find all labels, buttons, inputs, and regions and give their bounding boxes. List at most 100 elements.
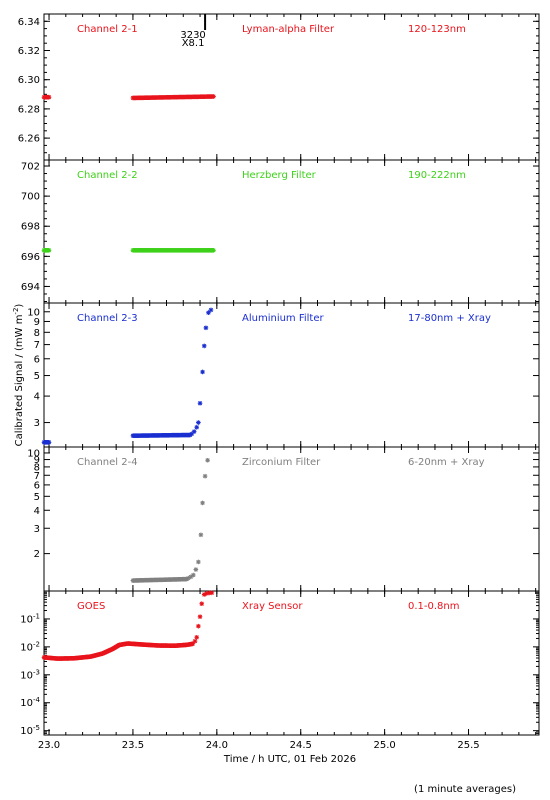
data-point <box>211 94 216 99</box>
panel-frame <box>43 446 540 592</box>
x-tick-label: 24.0 <box>206 740 228 751</box>
data-point <box>203 325 209 331</box>
filter-label: Xray Sensor <box>242 601 303 612</box>
y-tick-label: 6 <box>34 354 40 365</box>
footnote: (1 minute averages) <box>414 784 516 795</box>
y-tick-label: 6.34 <box>18 17 40 28</box>
filter-label: Lyman-alpha Filter <box>242 24 335 35</box>
data-point <box>196 623 201 629</box>
y-tick-label: 10-2 <box>20 640 40 653</box>
panel-frame <box>43 13 540 161</box>
flare-annotation-label: X8.1 <box>182 38 205 49</box>
y-tick-label: 3 <box>34 524 40 535</box>
x-axis: 23.0 23.5 24.0 24.5 25.0 25.5 <box>38 740 480 751</box>
band-label: 6-20nm + Xray <box>408 457 485 468</box>
y-tick-label: 10 <box>27 448 40 459</box>
y-tick-label: 5 <box>34 371 40 382</box>
data-point <box>198 532 204 538</box>
x-tick-label: 24.5 <box>290 740 312 751</box>
channel-label: Channel 2-1 <box>77 24 138 35</box>
data-point <box>206 590 212 596</box>
y-tick-label: 6 <box>34 480 40 491</box>
band-label: 17-80nm + Xray <box>408 313 491 324</box>
data-point <box>192 638 198 644</box>
panel-frame <box>43 590 540 736</box>
filter-label: Herzberg Filter <box>242 170 317 181</box>
y-tick-label: 2 <box>34 549 40 560</box>
data-point <box>189 431 194 437</box>
y-tick-label: 4 <box>34 392 40 403</box>
data-point <box>191 429 197 434</box>
panels-group: 6.26 6.28 6.30 6.32 6.34 Channel 2-1 Lyman-alp… <box>18 13 540 737</box>
data-point <box>209 590 215 596</box>
channel-label: GOES <box>77 601 105 612</box>
y-tick-label: 698 <box>21 222 40 233</box>
data-point <box>197 400 203 406</box>
data-point <box>190 641 195 647</box>
channel-label: Channel 2-3 <box>77 313 138 324</box>
y-tick-label: 6.32 <box>18 46 40 57</box>
y-tick-label: 8 <box>34 328 40 339</box>
y-tick-label: 9 <box>34 455 40 466</box>
y-tick-label: 696 <box>21 252 40 263</box>
y-tick-label: 694 <box>21 282 40 293</box>
panel-frame <box>43 302 540 448</box>
y-tick-label: 6.28 <box>18 104 40 115</box>
y-tick-label: 9 <box>34 317 40 328</box>
filter-label: Zirconium Filter <box>242 457 321 468</box>
y-tick-label: 8 <box>34 462 40 473</box>
y-tick-label: 10-4 <box>20 696 40 709</box>
y-tick-label: 3 <box>34 418 40 429</box>
y-axis-label: Calibrated Signal / (mW m-2) <box>12 304 25 447</box>
y-tick-label: 10-5 <box>20 724 40 737</box>
panel-5: 10-5 10-4 10-3 10-2 10-1 GOES Xray Sensor 0.1-0… <box>20 590 540 737</box>
data-point <box>202 473 208 479</box>
data-point <box>206 310 211 315</box>
data-point <box>200 500 205 506</box>
data-point <box>201 592 207 597</box>
x-tick-label: 25.5 <box>457 740 479 751</box>
data-point <box>208 307 214 313</box>
x-tick-label: 23.5 <box>122 740 144 751</box>
data-point <box>197 614 203 620</box>
y-tick-label: 6.30 <box>18 75 40 86</box>
data-point <box>191 572 196 578</box>
y-tick-label: 7 <box>34 471 40 482</box>
data-point <box>196 559 201 565</box>
data-point <box>184 576 189 582</box>
data-point <box>46 94 52 100</box>
y-tick-label: 5 <box>34 492 40 503</box>
data-point <box>46 440 52 445</box>
data-point <box>46 248 52 253</box>
band-label: 190-222nm <box>408 170 466 181</box>
y-tick-label: 10-1 <box>20 612 40 625</box>
y-tick-label: 6.26 <box>18 134 40 145</box>
data-point <box>194 635 199 640</box>
band-label: 0.1-0.8nm <box>408 601 460 612</box>
data-point <box>205 457 210 463</box>
channel-label: Channel 2-2 <box>77 170 138 181</box>
y-tick-label: 10-3 <box>20 668 40 681</box>
data-point <box>204 591 210 596</box>
band-label: 120-123nm <box>408 24 466 35</box>
x-tick-label: 23.0 <box>38 740 60 751</box>
data-point <box>196 420 201 425</box>
data-point <box>194 424 199 430</box>
data-point <box>200 369 205 375</box>
y-tick-label: 10 <box>27 307 40 318</box>
data-point <box>201 343 207 349</box>
y-tick-label: 4 <box>34 506 40 517</box>
panel-2: 694 696 698 700 702 Channel 2-2 Herzberg Filte… <box>21 159 540 304</box>
x-axis-label: Time / h UTC, 01 Feb 2026 <box>223 754 356 765</box>
panel-frame <box>43 159 540 304</box>
data-point <box>211 248 216 253</box>
panel-1: 6.26 6.28 6.30 6.32 6.34 Channel 2-1 Lyman-alp… <box>18 13 540 161</box>
y-tick-label: 700 <box>21 192 40 203</box>
data-point <box>186 575 191 581</box>
y-tick-label: 702 <box>21 162 40 173</box>
y-tick-label: 7 <box>34 340 40 351</box>
data-point <box>199 601 205 607</box>
filter-label: Aluminium Filter <box>242 313 325 324</box>
